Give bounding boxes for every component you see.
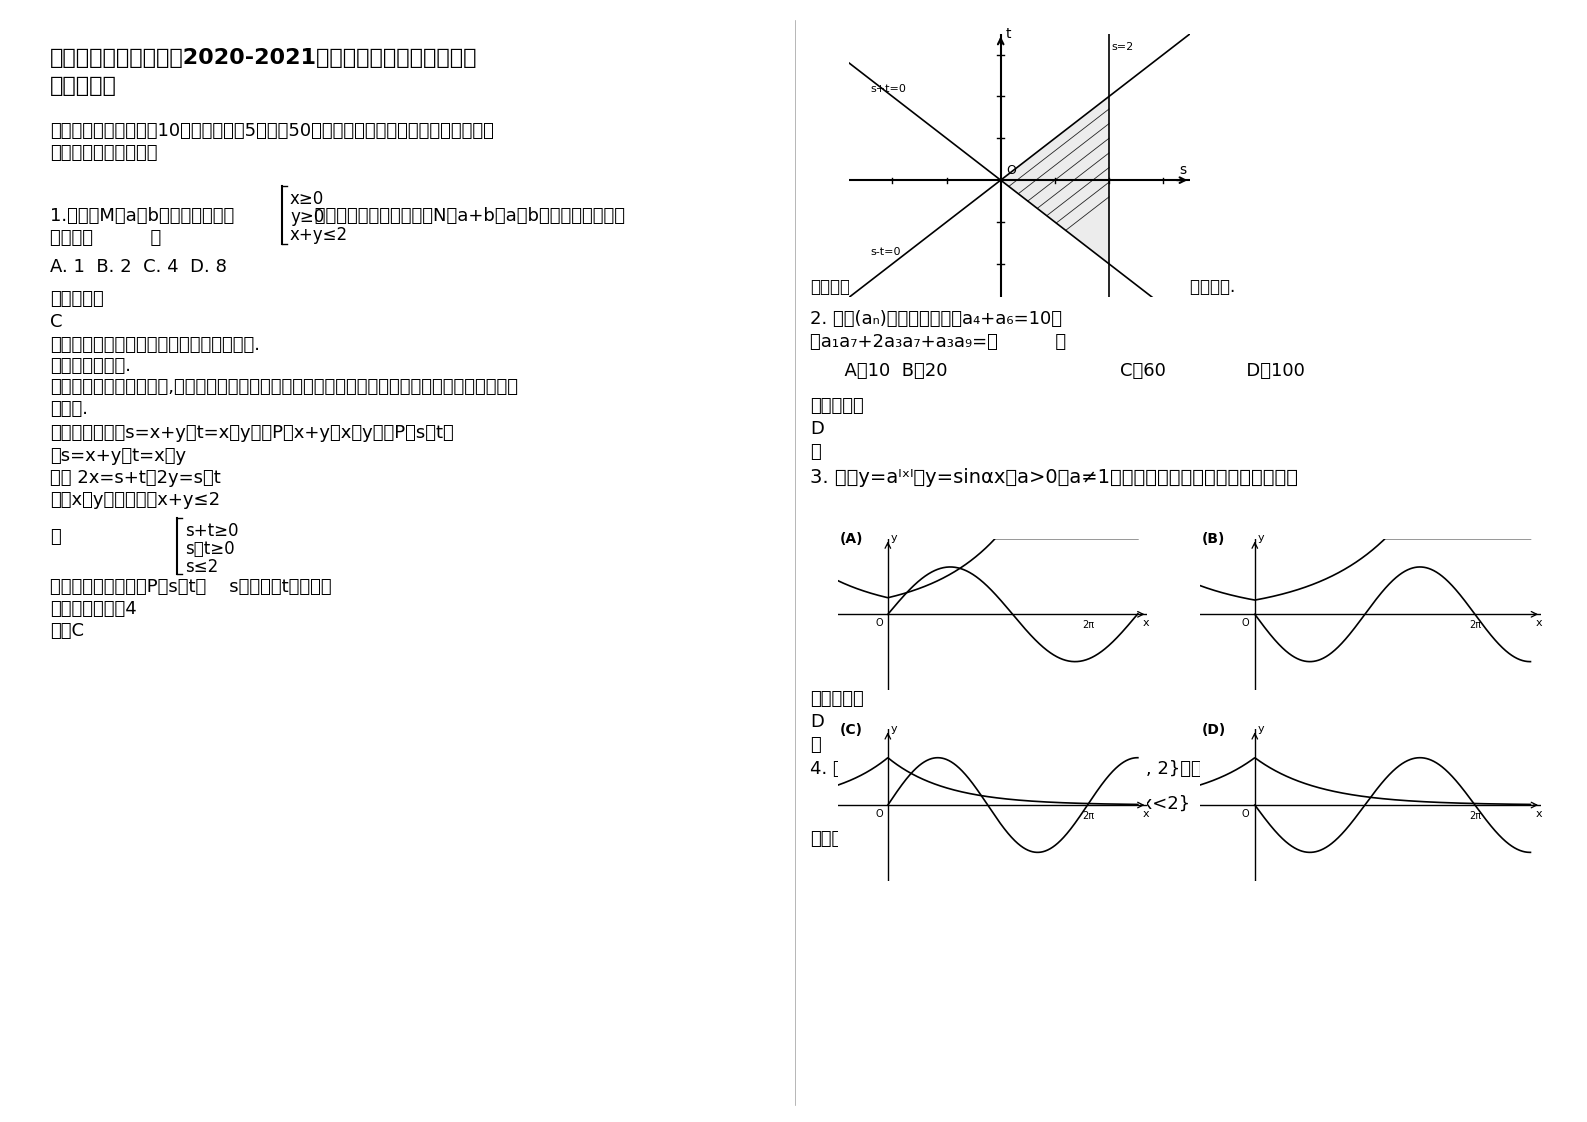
Text: 【点评】求出点满足的约束条件，画出不等式组表示的平面区域，求出图象的面积，属于基础题.: 【点评】求出点满足的约束条件，画出不等式组表示的平面区域，求出图象的面积，属于基…	[809, 278, 1235, 296]
Text: 面积是（          ）: 面积是（ ）	[51, 229, 162, 247]
Text: 参考答案：: 参考答案：	[809, 397, 863, 415]
Text: s-t=0: s-t=0	[871, 248, 901, 257]
Text: D: D	[809, 420, 824, 438]
Text: O: O	[876, 809, 884, 819]
Text: 由s=x+y，t=x－y: 由s=x+y，t=x－y	[51, 447, 186, 465]
Text: 略: 略	[809, 736, 820, 754]
Text: 即可得知面积为4: 即可得知面积为4	[51, 600, 136, 618]
Text: s+t≥0: s+t≥0	[186, 522, 238, 540]
Text: 略: 略	[809, 443, 820, 461]
Text: 2π: 2π	[1082, 620, 1095, 631]
Text: A. 1  B. 2  C. 4  D. 8: A. 1 B. 2 C. 4 D. 8	[51, 258, 227, 276]
Text: O: O	[1241, 809, 1249, 819]
Text: 参考答案：: 参考答案：	[51, 289, 103, 309]
Text: 试卷含解析: 试卷含解析	[51, 76, 117, 96]
Text: 福建省泉州市金光中学2020-2021学年高三数学文上学期期末: 福建省泉州市金光中学2020-2021学年高三数学文上学期期末	[51, 48, 478, 68]
Text: 是一个符合题目要求的: 是一个符合题目要求的	[51, 144, 157, 162]
Text: y: y	[1257, 724, 1265, 734]
Text: s≤2: s≤2	[186, 558, 219, 576]
Text: s=2: s=2	[1112, 43, 1135, 53]
Text: 【解答】解：令s=x+y，t=x－y，则P（x+y，x－y）为P（s，t）: 【解答】解：令s=x+y，t=x－y，则P（x+y，x－y）为P（s，t）	[51, 424, 454, 442]
Text: 的面积.: 的面积.	[51, 401, 87, 419]
Text: 参考答案：: 参考答案：	[809, 830, 863, 848]
Text: 2π: 2π	[1082, 811, 1095, 821]
Polygon shape	[1001, 96, 1109, 264]
Text: 有: 有	[51, 528, 60, 546]
Text: (A): (A)	[840, 532, 863, 546]
Text: x+y≤2: x+y≤2	[290, 226, 348, 243]
Text: x: x	[1536, 809, 1543, 819]
Text: s+t=0: s+t=0	[871, 84, 906, 94]
Text: x≥0: x≥0	[290, 190, 324, 208]
Text: x: x	[1143, 809, 1149, 819]
Text: C: C	[51, 313, 62, 331]
Text: 可得 2x=s+t，2y=s－t: 可得 2x=s+t，2y=s－t	[51, 469, 221, 487]
Text: 3. 函数y=aˡˣˡ与y=sinαx（a>0且a≠1）在同一直角坐标系下的图象可能是: 3. 函数y=aˡˣˡ与y=sinαx（a>0且a≠1）在同一直角坐标系下的图象…	[809, 468, 1298, 487]
Text: y: y	[1257, 533, 1265, 543]
Text: y≥0: y≥0	[290, 208, 324, 226]
Text: 2π: 2π	[1470, 620, 1482, 631]
Text: 一、选择题：本大题共10小题，每小题5分，共50分。在每小题给出的四个选项中，只有: 一、选择题：本大题共10小题，每小题5分，共50分。在每小题给出的四个选项中，只…	[51, 122, 494, 140]
Text: D: D	[809, 712, 824, 732]
Text: A. {0, 1}    B. {0, 1, 2}  C. {x|0<x<2}    D. {x|-4<x<2}: A. {0, 1} B. {0, 1, 2} C. {x|0<x<2} D. {…	[809, 795, 1347, 813]
Text: 在直角坐标系上画出P（s，t）    s横坐标，t纵坐标，: 在直角坐标系上画出P（s，t） s横坐标，t纵坐标，	[51, 578, 332, 596]
Text: O: O	[876, 618, 884, 628]
Text: y: y	[890, 724, 897, 734]
Text: (D): (D)	[1201, 723, 1225, 737]
Text: 参考答案：: 参考答案：	[809, 690, 863, 708]
Text: (B): (B)	[1201, 532, 1225, 546]
Text: 因为x，y是正数，且x+y≤2: 因为x，y是正数，且x+y≤2	[51, 491, 221, 509]
Text: 1.已知点M（a，b）在由不等式组              确定的平面区域内，则点N（a+b，a－b）所在平面区域的: 1.已知点M（a，b）在由不等式组 确定的平面区域内，则点N（a+b，a－b）所…	[51, 206, 625, 226]
Text: 【分析】将点的坐标设出,据已知求出点的横坐标、纵坐标满足的约束条件，画出可行域，求出图象: 【分析】将点的坐标设出,据已知求出点的横坐标、纵坐标满足的约束条件，画出可行域，…	[51, 378, 517, 396]
Text: 4. 设集合M={x||x+1|<3, x∈R}，N={0, 1, 2}，则M∩N=（          ）: 4. 设集合M={x||x+1|<3, x∈R}，N={0, 1, 2}，则M∩…	[809, 760, 1338, 778]
Text: 2π: 2π	[1470, 811, 1482, 821]
Text: x: x	[1536, 618, 1543, 628]
Text: t: t	[1006, 27, 1011, 40]
Text: x: x	[1143, 618, 1149, 628]
Text: A、10  B、20                              C、60              D、100: A、10 B、20 C、60 D、100	[809, 362, 1305, 380]
Text: 2. 已知(aₙ)为等比数列，若a₄+a₆=10，: 2. 已知(aₙ)为等比数列，若a₄+a₆=10，	[809, 310, 1062, 328]
Text: O: O	[1241, 618, 1249, 628]
Text: O: O	[1006, 164, 1016, 177]
Text: 故选C: 故选C	[51, 622, 84, 640]
Text: 则a₁a₇+2a₃a₇+a₃a₉=（          ）: 则a₁a₇+2a₃a₇+a₃a₉=（ ）	[809, 333, 1066, 351]
Text: 【考点】二元一次不等式（组）与平面区域.: 【考点】二元一次不等式（组）与平面区域.	[51, 335, 260, 355]
Text: s: s	[1179, 163, 1187, 177]
Text: s－t≥0: s－t≥0	[186, 540, 235, 558]
Text: 【专题】压轴题.: 【专题】压轴题.	[51, 357, 132, 375]
Text: y: y	[890, 533, 897, 543]
Text: (C): (C)	[840, 723, 862, 737]
